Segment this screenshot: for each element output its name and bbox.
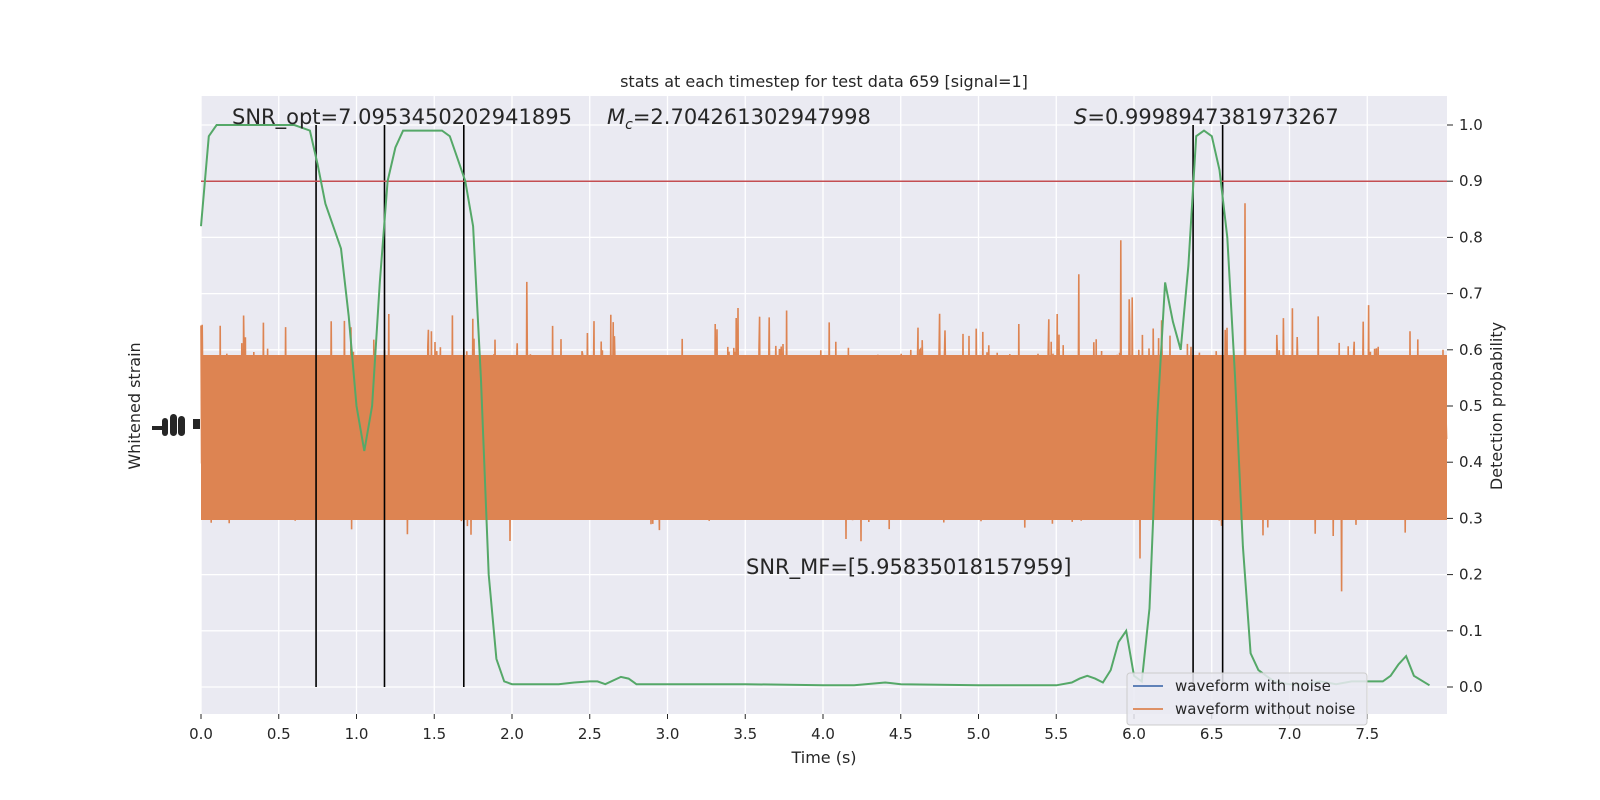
y-tick-label-4: 0.4 (1459, 453, 1483, 471)
chirp-mass-value: =2.704261302947998 (633, 105, 871, 129)
x-tick-label-3: 1.5 (422, 725, 446, 743)
series-without-noise-core (201, 355, 1447, 520)
score-annotation: S=0.9998947381973267 (1074, 105, 1339, 129)
y-tick-label-2: 0.2 (1459, 566, 1483, 584)
y-axis-label-left: Whitened strain (125, 342, 144, 469)
x-tick-label-9: 4.5 (889, 725, 913, 743)
x-tick-label-8: 4.0 (811, 725, 835, 743)
snr-mf-annotation: SNR_MF=[5.95835018157959] (746, 555, 1071, 580)
y-tick-label-6: 0.6 (1459, 341, 1483, 359)
x-tick-label-12: 6.0 (1122, 725, 1146, 743)
y-tick-label-10: 1.0 (1459, 116, 1483, 134)
x-tick-label-6: 3.0 (656, 725, 680, 743)
y-tick-label-7: 0.7 (1459, 285, 1483, 303)
x-tick-label-10: 5.0 (967, 725, 991, 743)
legend: waveform with noise waveform without noi… (1127, 673, 1367, 725)
y-tick-label-0: 0.0 (1459, 678, 1483, 696)
chirp-mass-annotation: Mc=2.704261302947998 (607, 105, 871, 133)
x-tick-label-7: 3.5 (733, 725, 757, 743)
y-tick-label-3: 0.3 (1459, 509, 1483, 527)
x-tick-label-2: 1.0 (345, 725, 369, 743)
x-tick-label-4: 2.0 (500, 725, 524, 743)
y-tick-label-9: 0.9 (1459, 172, 1483, 190)
y-tick-label-8: 0.8 (1459, 228, 1483, 246)
y-axis-ticks-right: 0.0 0.1 0.2 0.3 0.4 0.5 0.6 0.7 0.8 0.9 1.0 (1447, 116, 1483, 696)
chart-title: stats at each timestep for test data 659… (620, 72, 1028, 91)
legend-label-with-noise: waveform with noise (1175, 677, 1331, 695)
x-tick-label-14: 7.0 (1278, 725, 1302, 743)
x-tick-label-0: 0.0 (189, 725, 213, 743)
x-tick-label-5: 2.5 (578, 725, 602, 743)
left-axis-tick-marks (152, 414, 200, 436)
score-value: =0.9998947381973267 (1087, 105, 1338, 129)
x-tick-label-13: 6.5 (1200, 725, 1224, 743)
chirp-mass-symbol: M (607, 105, 625, 129)
legend-label-without-noise: waveform without noise (1175, 700, 1355, 718)
y-axis-label-right: Detection probability (1487, 322, 1506, 490)
x-tick-label-11: 5.5 (1044, 725, 1068, 743)
x-tick-label-1: 0.5 (267, 725, 291, 743)
y-tick-label-1: 0.1 (1459, 622, 1483, 640)
snr-opt-annotation: SNR_opt=7.0953450202941895 (232, 105, 572, 130)
x-axis-label: Time (s) (790, 748, 856, 767)
score-symbol: S (1074, 105, 1087, 129)
x-tick-label-15: 7.5 (1355, 725, 1379, 743)
y-tick-label-5: 0.5 (1459, 397, 1483, 415)
